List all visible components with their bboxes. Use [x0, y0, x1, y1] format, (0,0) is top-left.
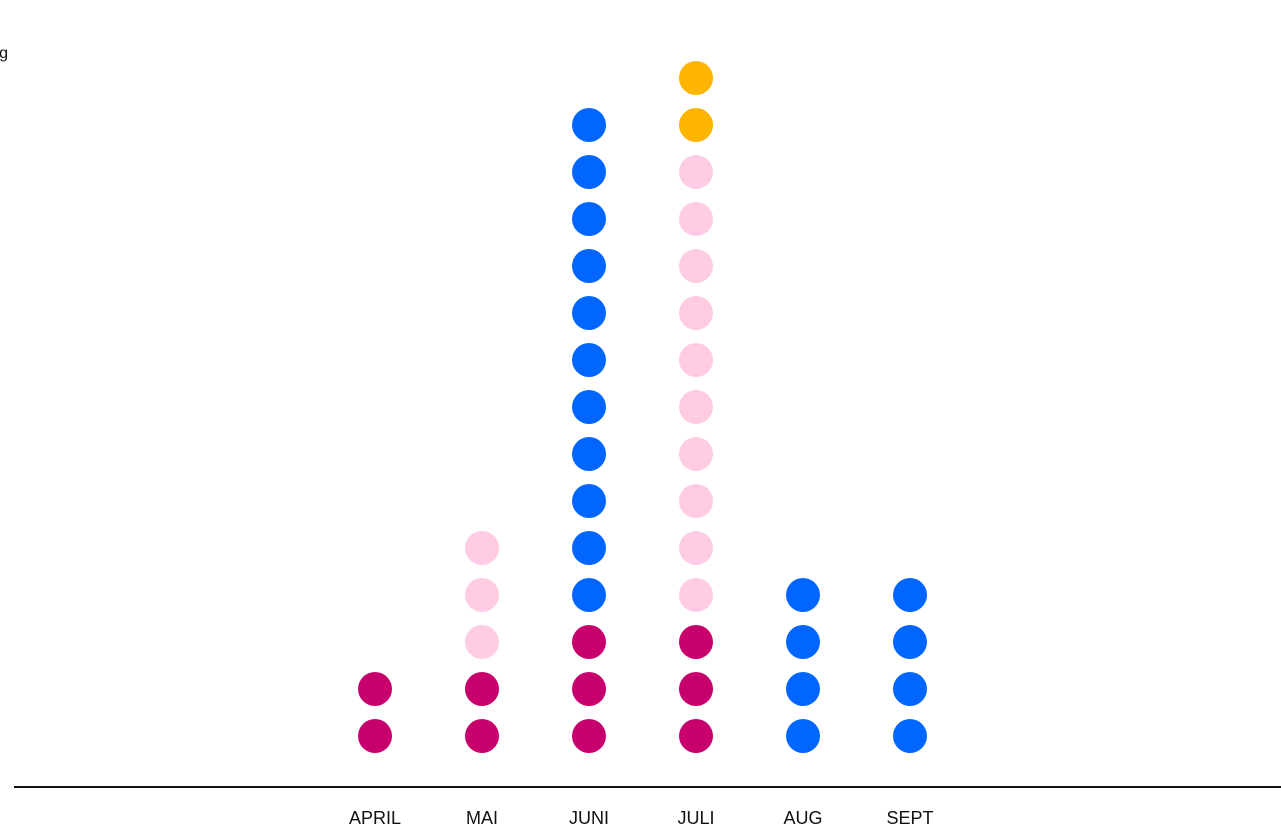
dot-juli-series-1-9 [679, 155, 713, 189]
dot-mai-series-1-0 [465, 625, 499, 659]
dot-aug-series-2-0 [786, 719, 820, 753]
dot-juni-series-2-1 [572, 531, 606, 565]
dot-mai-series-1-1 [465, 578, 499, 612]
dot-sept-series-2-2 [893, 625, 927, 659]
dot-juli-series-3-1 [679, 61, 713, 95]
dot-juli-series-1-7 [679, 249, 713, 283]
dot-april-series-0-0 [358, 719, 392, 753]
dot-sept-series-2-0 [893, 719, 927, 753]
dot-sept-series-2-1 [893, 672, 927, 706]
dot-juli-series-1-5 [679, 343, 713, 377]
x-tick-label-mai: MAI [466, 808, 498, 828]
dot-juli-series-0-2 [679, 625, 713, 659]
dot-juli-series-0-0 [679, 719, 713, 753]
dot-juli-series-0-1 [679, 672, 713, 706]
dot-juli-series-1-8 [679, 202, 713, 236]
x-tick-label-sept: SEPT [886, 808, 933, 828]
dot-juni-series-2-9 [572, 155, 606, 189]
dot-juli-series-1-2 [679, 484, 713, 518]
dot-sept-series-2-3 [893, 578, 927, 612]
dot-mai-series-1-2 [465, 531, 499, 565]
dot-juli-series-1-3 [679, 437, 713, 471]
dot-juni-series-2-2 [572, 484, 606, 518]
dot-juni-series-2-4 [572, 390, 606, 424]
dot-juli-series-3-0 [679, 108, 713, 142]
dot-juli-series-1-4 [679, 390, 713, 424]
dot-juni-series-0-1 [572, 672, 606, 706]
dot-juli-series-1-1 [679, 531, 713, 565]
dot-juni-series-2-3 [572, 437, 606, 471]
clipped-corner-text: g [0, 42, 8, 66]
x-tick-label-aug: AUG [783, 808, 822, 828]
dot-juni-series-2-0 [572, 578, 606, 612]
dot-mai-series-0-0 [465, 719, 499, 753]
dot-juni-series-2-8 [572, 202, 606, 236]
x-tick-label-april: APRIL [349, 808, 401, 828]
dot-juni-series-2-7 [572, 249, 606, 283]
dot-aug-series-2-3 [786, 578, 820, 612]
dot-juni-series-0-0 [572, 719, 606, 753]
dot-mai-series-0-1 [465, 672, 499, 706]
dot-juli-series-1-0 [679, 578, 713, 612]
clipped-corner-label: g [0, 45, 8, 62]
dot-juni-series-2-6 [572, 296, 606, 330]
dot-aug-series-2-2 [786, 625, 820, 659]
dot-juni-series-0-2 [572, 625, 606, 659]
dot-aug-series-2-1 [786, 672, 820, 706]
x-tick-label-juli: JULI [677, 808, 714, 828]
x-tick-label-juni: JUNI [569, 808, 609, 828]
dot-juni-series-2-5 [572, 343, 606, 377]
dot-juni-series-2-10 [572, 108, 606, 142]
dot-juli-series-1-6 [679, 296, 713, 330]
dot-april-series-0-1 [358, 672, 392, 706]
